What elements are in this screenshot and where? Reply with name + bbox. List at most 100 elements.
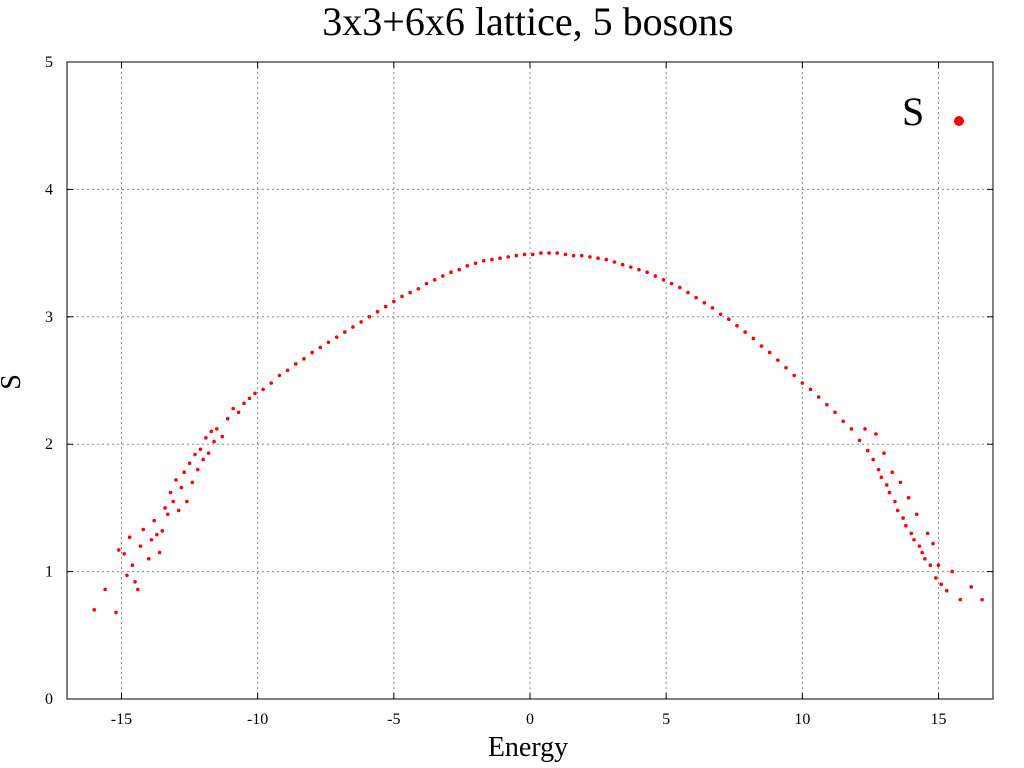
data-point	[416, 286, 421, 291]
data-point	[133, 579, 137, 584]
data-point	[884, 483, 889, 487]
data-point	[727, 317, 731, 322]
data-point	[620, 262, 625, 267]
data-point	[152, 518, 156, 523]
y-tick-labels: 0 1 2 3 4 5	[45, 54, 53, 708]
data-point	[204, 436, 208, 440]
data-point	[936, 563, 941, 568]
data-point	[125, 573, 129, 578]
data-point	[490, 257, 494, 262]
data-point	[193, 452, 197, 457]
data-point	[168, 490, 173, 495]
data-point	[138, 544, 143, 548]
data-point	[898, 480, 903, 485]
y-tick-label: 5	[45, 54, 53, 71]
data-point	[160, 529, 165, 533]
data-point	[694, 295, 698, 300]
y-tick-label: 4	[45, 181, 53, 198]
data-point	[198, 447, 203, 452]
data-point	[253, 391, 257, 396]
data-point	[326, 340, 331, 345]
data-point	[588, 255, 592, 259]
data-point	[383, 304, 388, 309]
data-point	[645, 270, 649, 275]
y-tick-label: 0	[45, 691, 53, 708]
data-point	[784, 365, 788, 370]
data-point	[931, 541, 935, 546]
data-point	[171, 499, 176, 504]
data-point	[114, 610, 118, 615]
data-point	[816, 395, 821, 399]
data-point	[912, 537, 916, 542]
data-point	[530, 252, 535, 257]
data-point	[893, 499, 897, 504]
data-point	[571, 253, 576, 258]
data-point	[934, 576, 938, 580]
data-point	[874, 432, 878, 436]
data-point	[928, 563, 933, 568]
data-point	[163, 506, 167, 510]
data-point	[969, 585, 974, 589]
data-point	[895, 508, 900, 513]
data-point	[318, 345, 323, 350]
data-point	[776, 358, 780, 362]
data-point	[923, 557, 927, 561]
data-point	[596, 256, 600, 260]
data-point	[195, 467, 200, 472]
data-point	[882, 451, 886, 455]
data-point	[269, 381, 274, 385]
data-point	[958, 597, 963, 602]
data-point	[718, 312, 723, 317]
data-point	[190, 480, 195, 485]
data-point	[825, 402, 829, 407]
data-point	[302, 357, 306, 361]
legend-label: S	[902, 89, 924, 134]
data-point	[950, 569, 954, 574]
data-point	[174, 478, 178, 482]
data-point	[127, 535, 132, 540]
data-point	[879, 475, 884, 480]
data-point	[206, 451, 211, 455]
data-point	[261, 387, 265, 392]
data-point	[808, 387, 813, 392]
data-point	[146, 557, 151, 561]
data-point	[677, 285, 682, 290]
data-point	[612, 260, 617, 264]
data-point	[904, 523, 908, 528]
data-point	[506, 255, 511, 259]
data-point	[277, 373, 282, 378]
data-point	[914, 512, 919, 517]
data-point	[686, 290, 690, 295]
data-point	[185, 499, 189, 504]
data-point	[890, 470, 895, 475]
x-tick-label: 10	[794, 711, 810, 728]
data-point	[359, 320, 363, 324]
data-point	[465, 264, 470, 268]
data-point	[231, 406, 235, 411]
data-point	[637, 267, 641, 272]
data-point	[604, 257, 609, 262]
data-point	[225, 416, 230, 421]
data-point	[400, 294, 404, 299]
data-point	[743, 330, 747, 334]
data-point	[849, 427, 854, 431]
x-tick-label: 0	[526, 711, 534, 728]
x-tick-label: -10	[247, 711, 268, 728]
legend-marker	[954, 116, 964, 126]
data-point	[408, 290, 412, 295]
data-point	[841, 419, 846, 424]
data-point	[555, 251, 560, 255]
data-point	[857, 438, 862, 443]
data-point	[917, 544, 922, 548]
data-point	[887, 490, 892, 495]
data-point	[759, 344, 764, 348]
x-axis-label: Energy	[488, 732, 568, 763]
data-point	[209, 429, 214, 434]
data-point	[367, 315, 372, 319]
data-point	[767, 350, 772, 355]
legend: S	[902, 89, 964, 134]
data-point	[179, 485, 184, 490]
data-point	[669, 281, 674, 286]
data-point	[498, 256, 502, 260]
